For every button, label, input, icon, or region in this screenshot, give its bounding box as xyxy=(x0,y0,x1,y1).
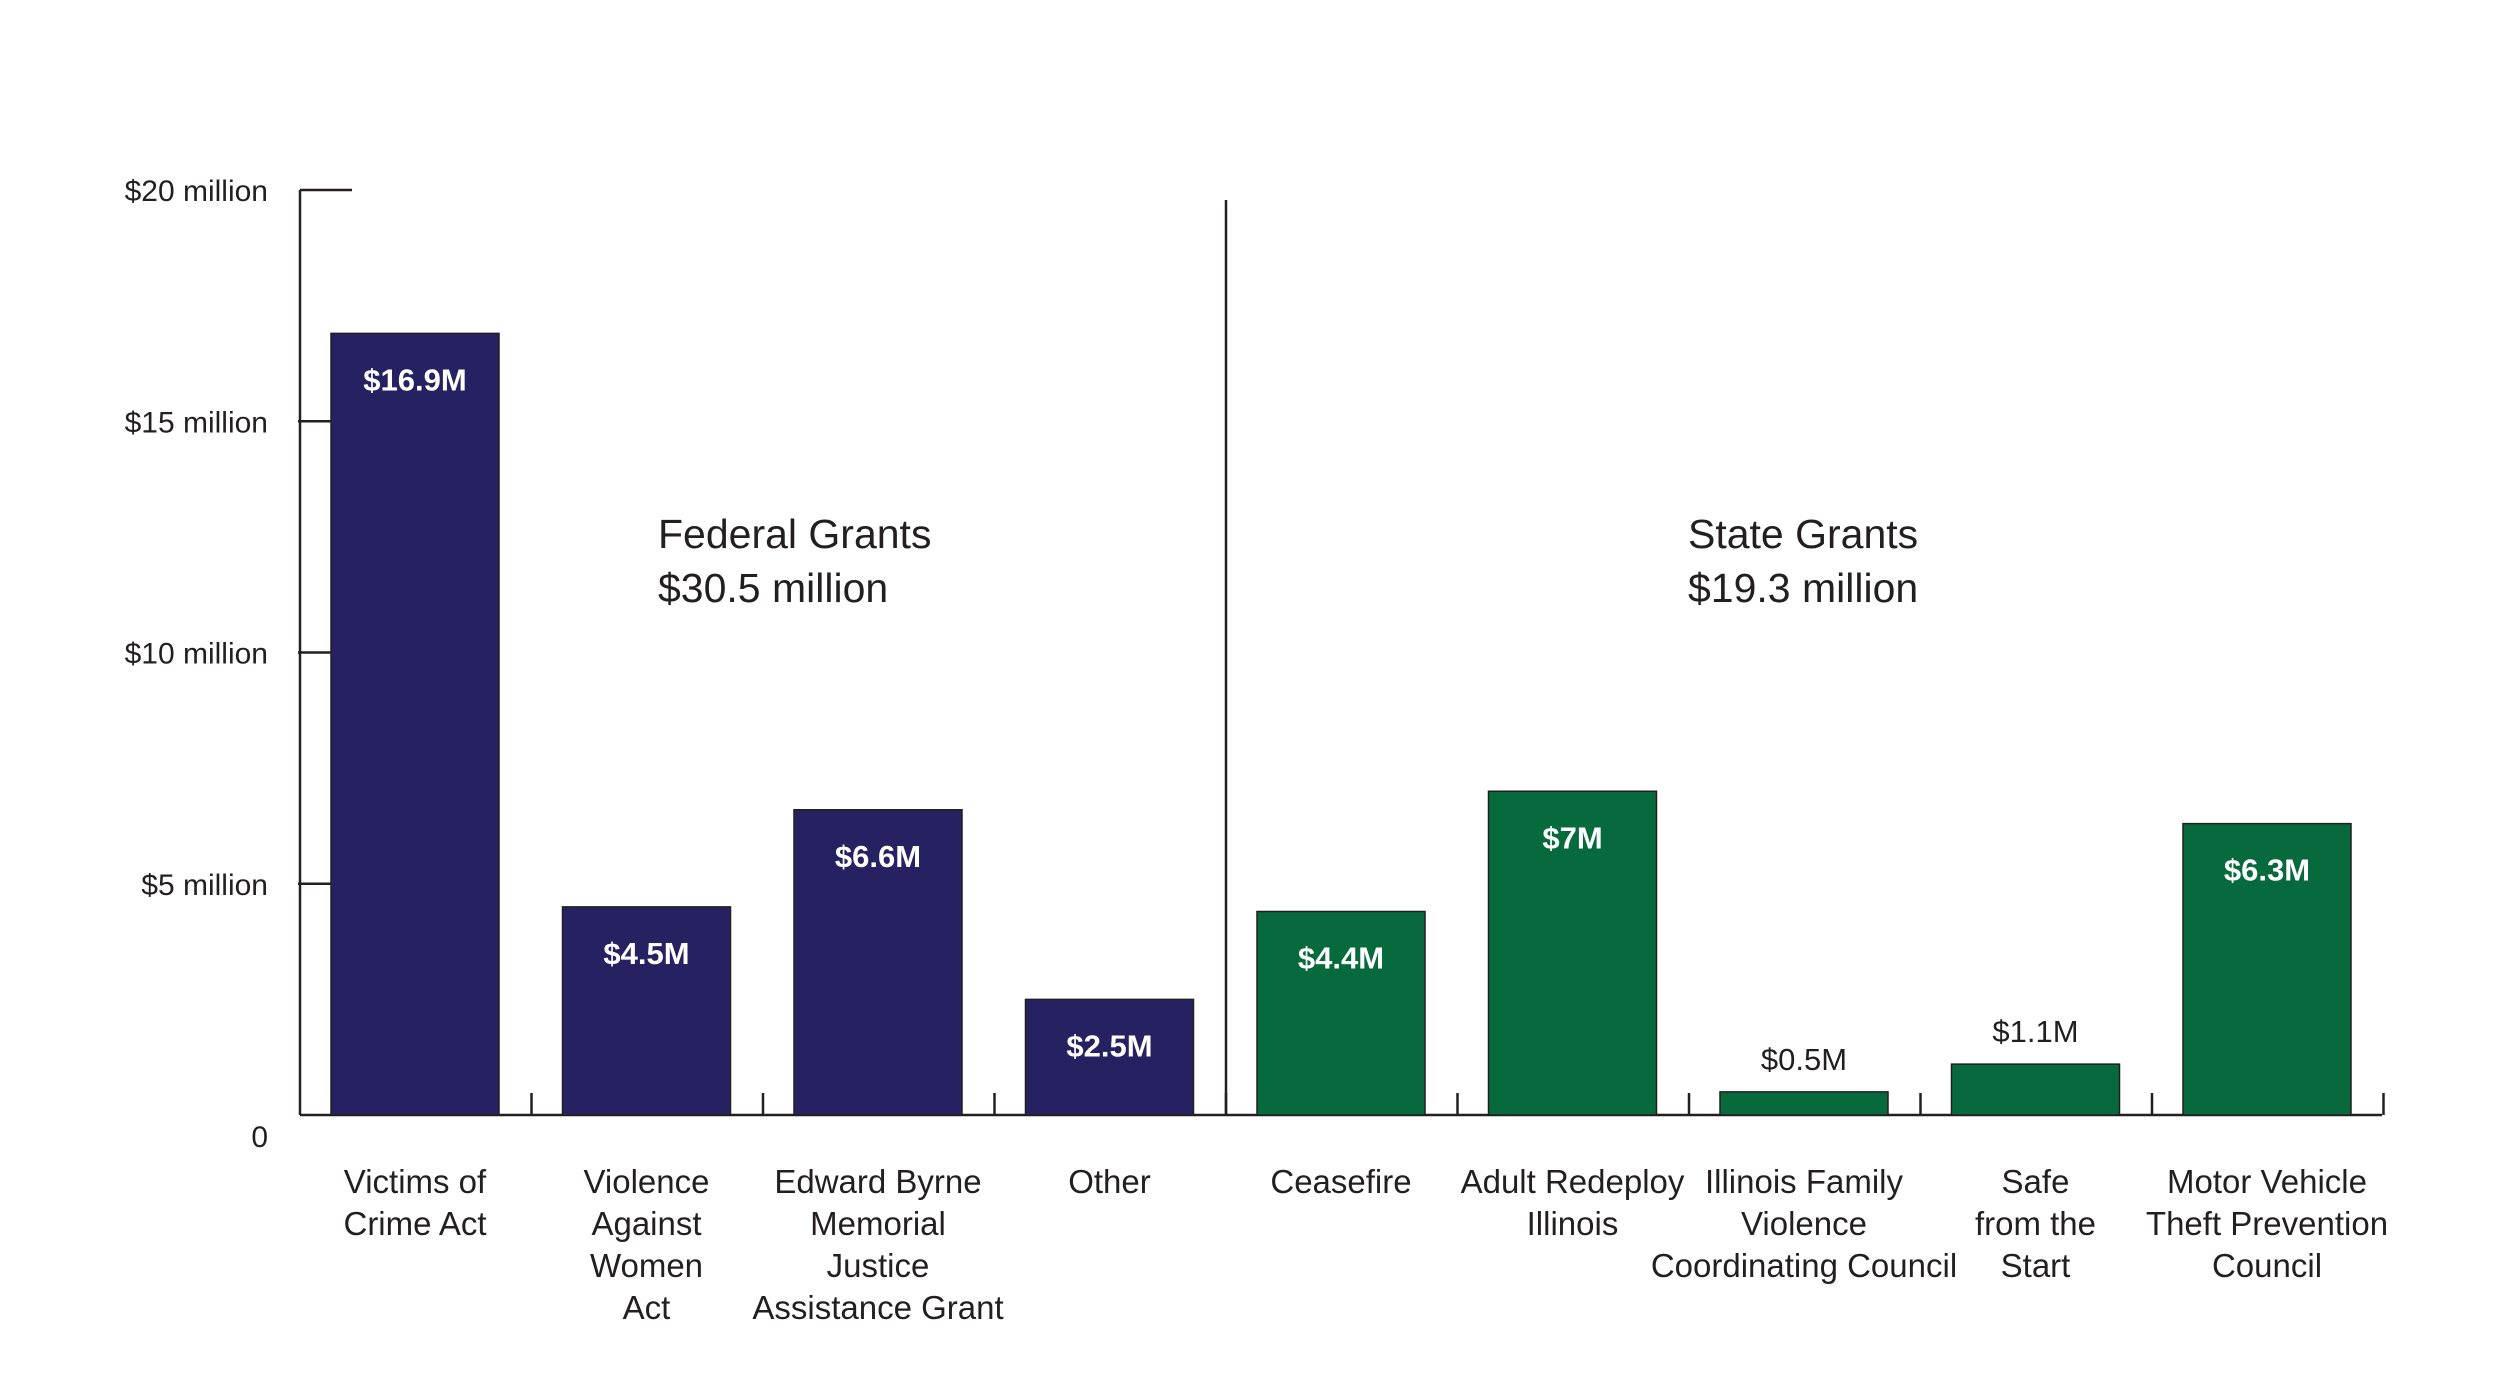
category-label-line: Edward Byrne xyxy=(774,1163,981,1200)
data-label: $4.5M xyxy=(603,936,689,971)
y-tick-label: $20 million xyxy=(125,175,268,208)
category-label: Edward Byrne Memorial Justice Assistance Gr… xyxy=(752,1163,1003,1326)
category-label-line: Assistance Grant xyxy=(752,1289,1003,1326)
category-label-line: Justice xyxy=(827,1247,930,1284)
group-total: $30.5 million xyxy=(658,565,888,611)
data-label: $7M xyxy=(1542,820,1602,855)
category-label-line: Against xyxy=(591,1205,701,1242)
category-label: Violence Against Women Act xyxy=(584,1163,710,1326)
data-label: $6.3M xyxy=(2224,853,2310,888)
bar xyxy=(2182,822,2352,1116)
category-label: Victims of Crime Act xyxy=(343,1163,487,1242)
y-tick-label: $15 million xyxy=(125,406,268,439)
category-label-line: Violence xyxy=(584,1163,710,1200)
category-label-line: Motor Vehicle xyxy=(2167,1163,2367,1200)
category-label: Adult Redeploy Illinois xyxy=(1461,1163,1685,1242)
bar xyxy=(1719,1091,1889,1116)
category-label-line: Illinois xyxy=(1527,1205,1619,1242)
labels: $16.9M Victims of Crime Act $4.5M Violence Ag… xyxy=(343,362,2388,1326)
category-label-line: Victims of xyxy=(344,1163,487,1200)
category-label-line: Memorial xyxy=(810,1205,946,1242)
category-label-line: Act xyxy=(623,1289,671,1326)
group-total: $19.3 million xyxy=(1688,565,1918,611)
bar xyxy=(1256,910,1426,1116)
bar xyxy=(561,906,732,1116)
group-title: Federal Grants xyxy=(658,511,931,557)
category-label-line: Theft Prevention xyxy=(2146,1205,2388,1242)
category-label-line: Illinois Family xyxy=(1705,1163,1904,1200)
bar xyxy=(330,332,500,1116)
category-label-line: Safe xyxy=(2002,1163,2070,1200)
category-label: Illinois Family Violence Coordinating Coun… xyxy=(1651,1163,1957,1284)
category-label-line: from the xyxy=(1975,1205,2096,1242)
category-label: Other xyxy=(1068,1163,1151,1200)
bar xyxy=(793,809,963,1116)
bar xyxy=(1024,998,1195,1116)
category-label-line: Women xyxy=(590,1247,703,1284)
category-label-line: Ceasefire xyxy=(1270,1163,1411,1200)
category-label-line: Coordinating Council xyxy=(1651,1247,1957,1284)
group-title: State Grants xyxy=(1688,511,1918,557)
y-tick-label: $10 million xyxy=(125,638,268,671)
category-label-line: Crime Act xyxy=(343,1205,486,1242)
data-label: $0.5M xyxy=(1761,1042,1847,1077)
y-tick-label: 0 xyxy=(251,1121,268,1154)
bar xyxy=(1487,790,1658,1116)
data-label: $6.6M xyxy=(835,839,921,874)
data-label: $2.5M xyxy=(1066,1028,1152,1063)
data-label: $16.9M xyxy=(363,362,466,397)
category-label-line: Other xyxy=(1068,1163,1151,1200)
category-label: Safe from the Start xyxy=(1975,1163,2096,1284)
bar xyxy=(1950,1063,2121,1116)
data-label: $4.4M xyxy=(1298,941,1384,976)
category-label-line: Violence xyxy=(1741,1205,1867,1242)
data-label: $1.1M xyxy=(1992,1014,2078,1049)
category-label-line: Adult Redeploy xyxy=(1461,1163,1685,1200)
category-label: Ceasefire xyxy=(1270,1163,1411,1200)
category-label-line: Council xyxy=(2212,1247,2322,1284)
category-label-line: Start xyxy=(2001,1247,2071,1284)
y-tick-label: $5 million xyxy=(141,869,268,902)
bars xyxy=(330,332,2352,1116)
category-label: Motor Vehicle Theft Prevention Council xyxy=(2146,1163,2388,1284)
